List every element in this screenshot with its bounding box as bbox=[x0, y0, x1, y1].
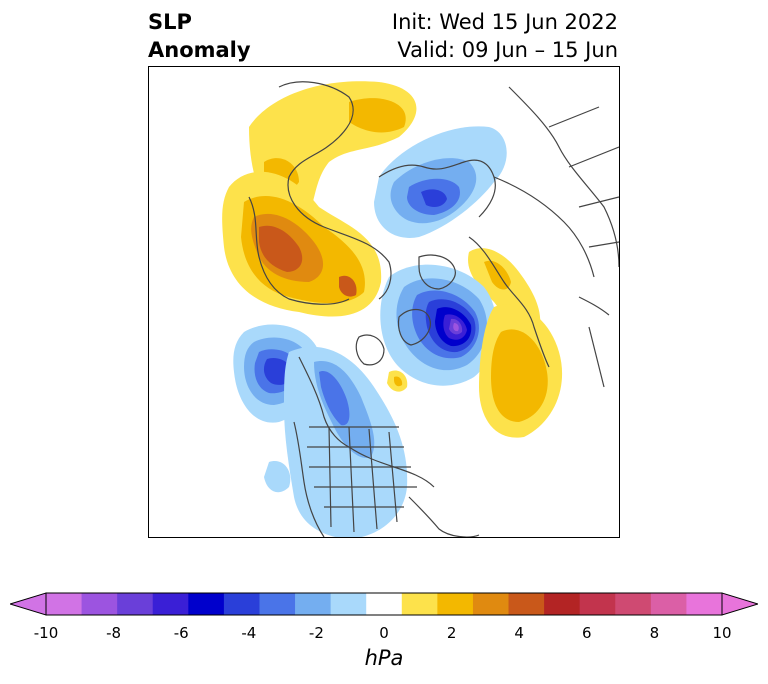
high-anomaly-russia bbox=[222, 171, 382, 317]
colorbar-tick-label: -8 bbox=[106, 624, 122, 642]
colorbar bbox=[10, 592, 758, 616]
map-title: SLP Anomaly bbox=[148, 8, 251, 64]
colorbar-tick-label: -6 bbox=[173, 624, 189, 642]
colorbar-tick-label: -4 bbox=[241, 624, 257, 642]
title-line-2: Anomaly bbox=[148, 38, 251, 62]
colorbar-segment bbox=[401, 593, 438, 615]
low-anomaly-north-america bbox=[264, 347, 408, 537]
colorbar-tick-label: 10 bbox=[712, 624, 732, 642]
colorbar-segment bbox=[686, 593, 723, 615]
colorbar-tick-label: -2 bbox=[308, 624, 324, 642]
colorbar-tick-label: 6 bbox=[582, 624, 592, 642]
coastlines bbox=[248, 81, 619, 537]
colorbar-segment bbox=[366, 593, 403, 615]
valid-range: Valid: 09 Jun – 15 Jun bbox=[397, 38, 618, 62]
colorbar-segment bbox=[46, 593, 83, 615]
colorbar-under-triangle bbox=[10, 592, 47, 616]
colorbar-segment bbox=[295, 593, 332, 615]
colorbar-segment bbox=[508, 593, 545, 615]
colorbar-segments bbox=[46, 593, 723, 615]
colorbar-segment bbox=[188, 593, 225, 615]
colorbar-tick-label: 4 bbox=[514, 624, 524, 642]
low-anomaly-arctic bbox=[374, 126, 507, 238]
colorbar-segment bbox=[81, 593, 118, 615]
high-anomaly-pacific bbox=[479, 304, 563, 438]
colorbar-segment bbox=[472, 593, 510, 615]
title-line-1: SLP bbox=[148, 10, 192, 34]
colorbar-segment bbox=[223, 593, 260, 615]
colorbar-segment bbox=[579, 593, 616, 615]
colorbar-unit: hPa bbox=[364, 646, 404, 670]
colorbar-segment bbox=[330, 593, 367, 615]
colorbar-tick-label: 2 bbox=[446, 624, 457, 642]
colorbar-tick-label: 0 bbox=[379, 624, 389, 642]
colorbar-segment bbox=[152, 593, 189, 615]
map-panel bbox=[148, 66, 620, 538]
colorbar-segment bbox=[117, 593, 154, 615]
colorbar-outline bbox=[45, 592, 723, 616]
colorbar-tick-label: 8 bbox=[649, 624, 660, 642]
date-info: Init: Wed 15 Jun 2022 Valid: 09 Jun – 15… bbox=[392, 8, 618, 64]
high-anomaly-greenland-small bbox=[387, 370, 408, 392]
colorbar-tick-label: -10 bbox=[33, 624, 59, 642]
colorbar-segment bbox=[259, 593, 296, 615]
colorbar-segment bbox=[544, 593, 581, 615]
colorbar-segment bbox=[437, 593, 474, 615]
colorbar-segment bbox=[650, 593, 687, 615]
colorbar-segment bbox=[615, 593, 652, 615]
anomaly-map bbox=[222, 81, 619, 537]
colorbar-over-triangle bbox=[721, 592, 758, 616]
init-date: Init: Wed 15 Jun 2022 bbox=[391, 10, 618, 34]
low-anomaly-alaska bbox=[380, 264, 497, 386]
